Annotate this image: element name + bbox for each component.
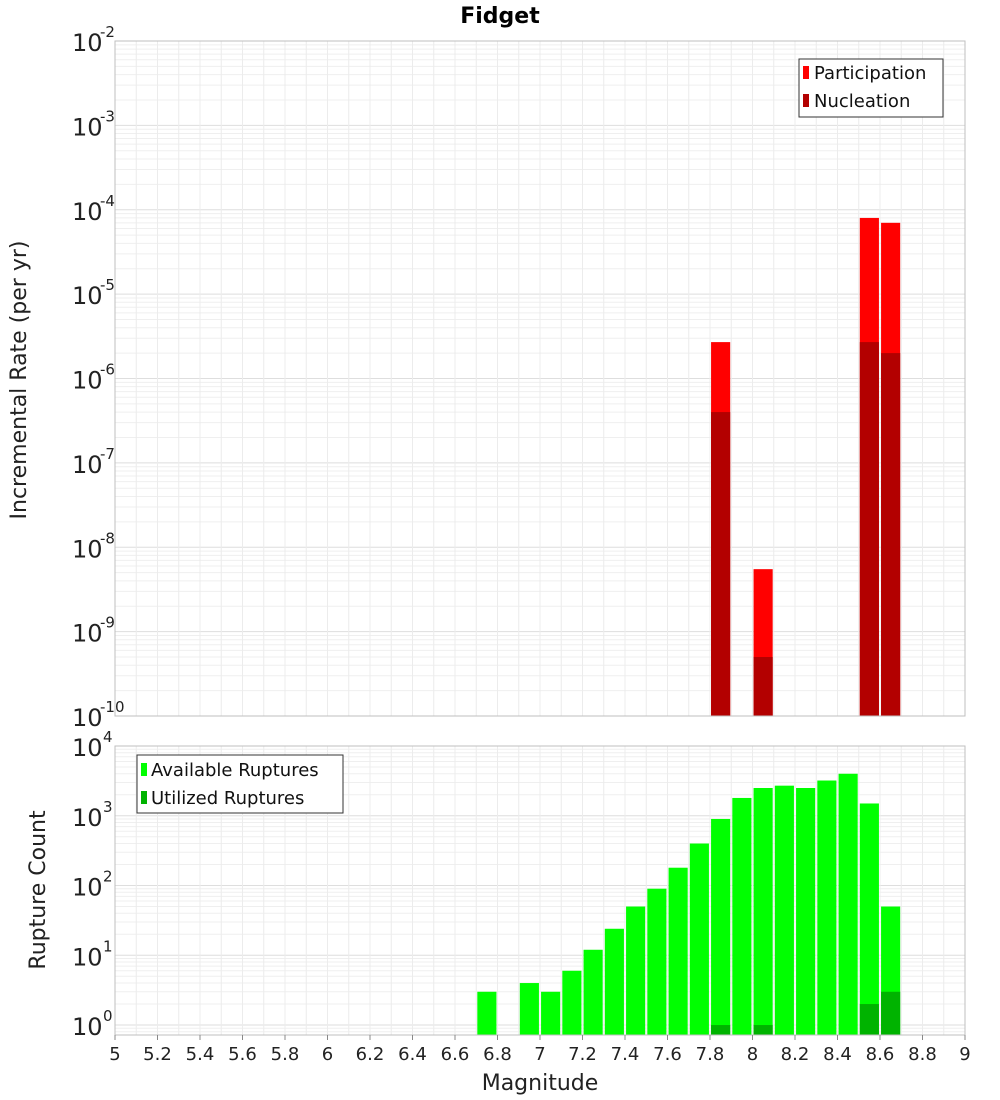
count-legend-label: Available Ruptures: [151, 760, 319, 781]
count-bar: [647, 888, 667, 1035]
x-tick-label: 5.4: [186, 1044, 215, 1065]
x-tick-label: 8.4: [823, 1044, 852, 1065]
count-y-tick-label: 10: [72, 734, 103, 762]
x-tick-label: 8.6: [866, 1044, 895, 1065]
count-y-tick-label: 10: [72, 943, 103, 971]
count-bar: [711, 818, 731, 1035]
top-y-axis-label: Incremental Rate (per yr): [7, 241, 32, 520]
x-tick-label: 8.8: [908, 1044, 937, 1065]
count-bar: [477, 991, 497, 1035]
rate-grid: [114, 41, 966, 717]
count-y-tick-exponent: 1: [103, 937, 113, 955]
count-y-tick-exponent: 4: [103, 728, 113, 746]
count-bar: [583, 949, 603, 1035]
rate-y-tick-label: 10: [72, 704, 103, 732]
count-bar: [796, 788, 816, 1035]
chart-title: Fidget: [460, 4, 540, 29]
x-tick-label: 5: [109, 1044, 120, 1065]
x-tick-label: 6: [322, 1044, 333, 1065]
rate-y-tick-label: 10: [72, 282, 103, 310]
count-bar: [817, 780, 837, 1035]
bottom-y-axis-label: Rupture Count: [26, 810, 51, 970]
count-bar: [732, 797, 752, 1035]
count-y-tick-label: 10: [72, 804, 103, 832]
x-tick-label: 7.6: [653, 1044, 682, 1065]
rate-y-tick-label: 10: [72, 451, 103, 479]
count-bar: [838, 773, 858, 1035]
rate-y-tick-exponent: -8: [100, 529, 115, 547]
rate-y-tick-label: 10: [72, 620, 103, 648]
count-legend-swatch: [141, 791, 147, 804]
count-bar: [519, 983, 539, 1035]
count-bar: [689, 843, 709, 1035]
count-y-tick-label: 10: [72, 874, 103, 902]
count-y-tick-exponent: 2: [103, 868, 113, 886]
rate-y-tick-exponent: -5: [100, 276, 115, 294]
x-tick-label: 7: [534, 1044, 545, 1065]
rate-y-tick-label: 10: [72, 29, 103, 57]
rate-y-tick-exponent: -7: [100, 445, 115, 463]
count-bar: [753, 788, 773, 1035]
rate-bar: [859, 342, 879, 716]
rate-legend-swatch: [803, 66, 809, 79]
count-bar: [604, 928, 624, 1035]
count-series-available-ruptures: [477, 773, 901, 1035]
rate-legend-swatch: [803, 94, 809, 107]
rate-y-tick-exponent: -2: [100, 23, 115, 41]
count-bar: [753, 1025, 773, 1035]
rate-y-tick-label: 10: [72, 113, 103, 141]
rate-series-nucleation: [711, 342, 901, 716]
count-legend-swatch: [141, 763, 147, 776]
rate-y-tick-exponent: -9: [100, 614, 115, 632]
rate-y-tick-exponent: -10: [100, 698, 125, 716]
rate-bar: [881, 353, 901, 716]
x-tick-label: 6.2: [356, 1044, 385, 1065]
rate-legend-label: Nucleation: [814, 91, 910, 112]
count-bar: [859, 1004, 879, 1035]
rate-plot-border: [114, 40, 966, 717]
x-tick-label: 6.4: [398, 1044, 427, 1065]
x-tick-label: 7.8: [696, 1044, 725, 1065]
x-axis-label: Magnitude: [482, 1071, 599, 1096]
count-legend: Available Ruptures Utilized Ruptures: [136, 754, 344, 814]
rate-bar: [753, 657, 773, 716]
rate-y-tick-label: 10: [72, 198, 103, 226]
rate-y-tick-exponent: -6: [100, 361, 115, 379]
x-tick-label: 6.8: [483, 1044, 512, 1065]
rate-legend-label: Participation: [814, 63, 926, 84]
x-tick-label: 9: [959, 1044, 970, 1065]
x-tick-label: 5.6: [228, 1044, 257, 1065]
count-bar: [859, 803, 879, 1035]
count-bar: [541, 991, 561, 1035]
rate-y-tick-exponent: -3: [100, 107, 115, 125]
count-legend-box: [136, 754, 344, 814]
count-y-tick-exponent: 0: [103, 1007, 113, 1025]
rate-bar: [711, 412, 731, 716]
x-tick-label: 8: [747, 1044, 758, 1065]
count-legend-label: Utilized Ruptures: [151, 788, 304, 809]
count-bar: [711, 1025, 731, 1035]
count-series-utilized-ruptures: [711, 991, 901, 1035]
rate-legend-box: [798, 58, 944, 118]
x-tick-label: 7.4: [611, 1044, 640, 1065]
count-bar: [668, 867, 688, 1035]
x-tick-label: 8.2: [781, 1044, 810, 1065]
rate-legend: Participation Nucleation: [798, 58, 944, 118]
count-bar: [562, 970, 582, 1035]
x-tick-label: 5.8: [271, 1044, 300, 1065]
rate-y-tick-exponent: -4: [100, 192, 115, 210]
count-bar: [626, 906, 646, 1035]
count-bar: [881, 991, 901, 1035]
rate-y-tick-label: 10: [72, 367, 103, 395]
x-tick-label: 7.2: [568, 1044, 597, 1065]
count-y-tick-exponent: 3: [103, 798, 113, 816]
count-y-tick-label: 10: [72, 1013, 103, 1041]
count-bar: [774, 785, 794, 1035]
x-tick-label: 6.6: [441, 1044, 470, 1065]
rate-panel: 10-210-310-410-510-610-710-810-910-10Par…: [72, 23, 966, 732]
x-tick-label: 5.2: [143, 1044, 172, 1065]
rate-y-tick-label: 10: [72, 535, 103, 563]
